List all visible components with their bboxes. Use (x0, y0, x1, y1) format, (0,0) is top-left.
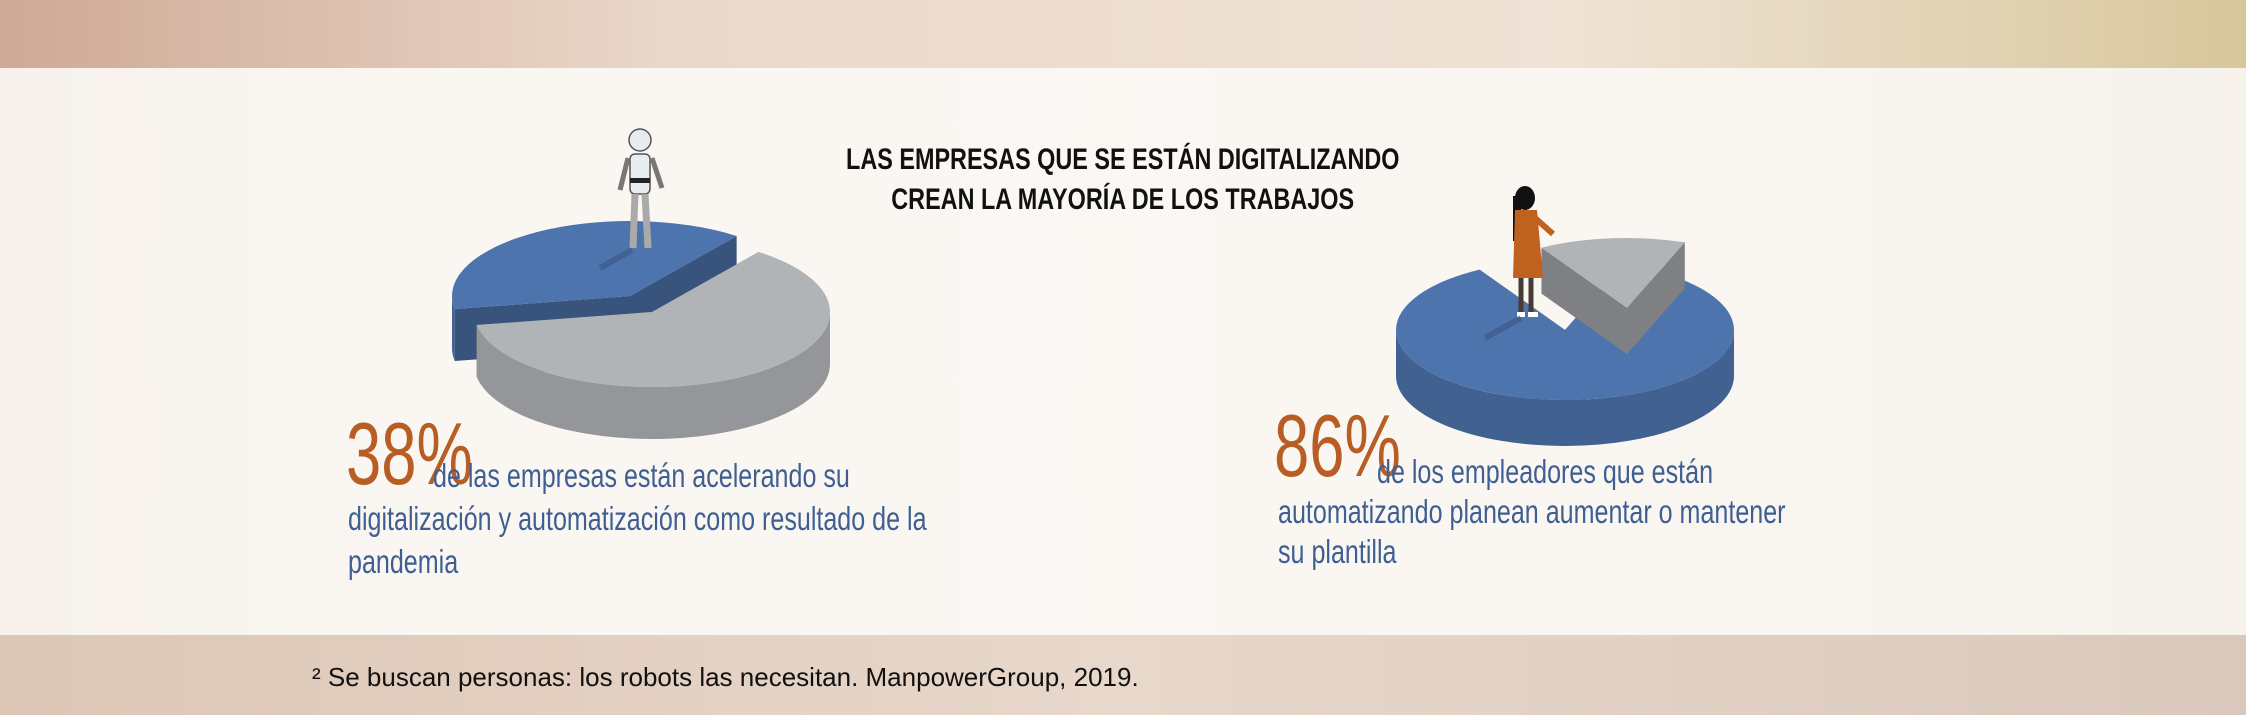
stat-left-percent: 38% (346, 404, 473, 503)
title-line-2: CREAN LA MAYORÍA DE LOS TRABAJOS (891, 183, 1355, 216)
pie-slice-top (452, 220, 737, 310)
footnote: ² Se buscan personas: los robots las nec… (312, 662, 1139, 692)
stat-right-value: 86% (1274, 402, 1450, 490)
robot-icon (598, 128, 665, 271)
stat-left-text-2: digitalización y automatización como res… (348, 500, 927, 537)
bottom-strip (0, 715, 2246, 724)
pie-slice-side-face (1627, 242, 1685, 354)
stat-left-line-2: digitalización y automatización como res… (348, 498, 1109, 540)
infographic-title: LAS EMPRESAS QUE SE ESTÁN DIGITALIZANDO … (0, 140, 2246, 220)
stat-right-line-1: de los empleadores que están (1377, 451, 1819, 493)
stat-right-percent: 86% (1274, 396, 1401, 495)
pie-slice-wall (1396, 330, 1734, 446)
content-panel (0, 68, 2246, 635)
pie-slice-side-face (1541, 247, 1627, 354)
stat-left-line-1: de las empresas están acelerando su (433, 455, 982, 497)
pie-slice-resto (476, 251, 831, 440)
pie-slice-top (476, 251, 831, 387)
woman-icon (1483, 186, 1555, 341)
stat-left-text-3: pandemia (348, 543, 459, 580)
stat-right-line-3: su plantilla (1278, 531, 1434, 573)
pie-slice-resto (1541, 237, 1685, 354)
pie-slice-top (1541, 237, 1685, 308)
stat-right-text-2: automatizando planean aumentar o mantene… (1278, 493, 1786, 530)
pie-chart-left (452, 220, 831, 440)
stat-right-text-1: de los empleadores que están (1377, 453, 1714, 490)
pie-slice-wall (452, 296, 455, 362)
stat-left-text-1: de las empresas están acelerando su (433, 457, 850, 494)
pie-chart-right (1396, 237, 1734, 446)
background-photo-top (0, 0, 2246, 68)
stat-right-line-2: automatizando planean aumentar o mantene… (1278, 491, 1946, 533)
stat-left-value: 38% (346, 410, 522, 498)
stat-left-line-3: pandemia (348, 541, 493, 583)
footer-band (0, 635, 2246, 715)
pie-slice-wall (476, 312, 830, 440)
title-line-1: LAS EMPRESAS QUE SE ESTÁN DIGITALIZANDO (846, 143, 1400, 176)
stat-right-text-3: su plantilla (1278, 533, 1397, 570)
